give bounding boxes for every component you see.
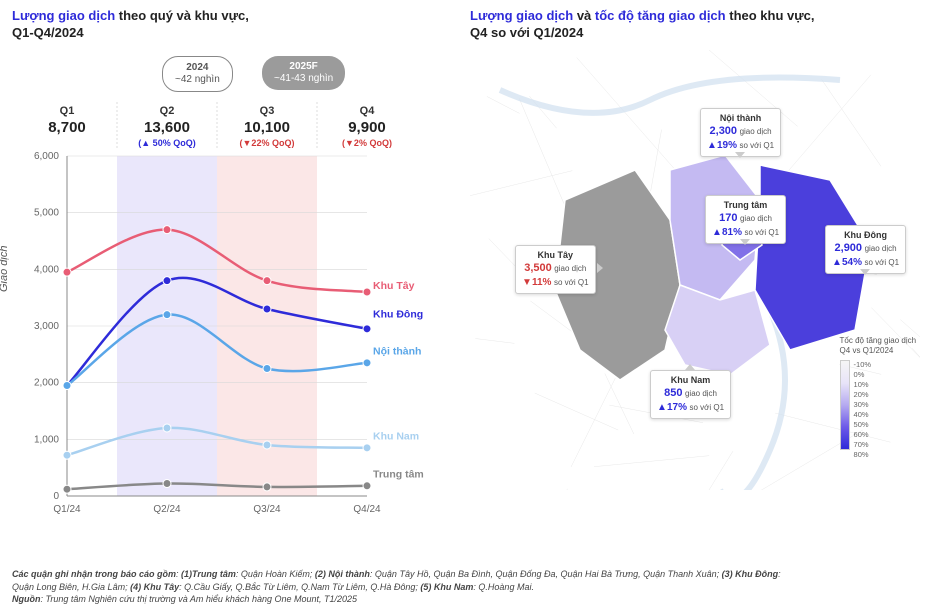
svg-text:6,000: 6,000: [34, 151, 59, 162]
svg-text:Nội thành: Nội thành: [373, 345, 421, 357]
pill-2024: 2024~42 nghìn: [162, 56, 233, 92]
svg-text:2,000: 2,000: [34, 377, 59, 388]
svg-text:Khu Đông: Khu Đông: [373, 308, 423, 320]
svg-text:(▲ 50% QoQ): (▲ 50% QoQ): [138, 138, 195, 148]
svg-text:Q2/24: Q2/24: [153, 504, 181, 515]
right-title: Lượng giao dịch và tốc độ tăng giao dịch…: [470, 8, 928, 42]
legend-gradient: [840, 360, 850, 450]
svg-text:Q1: Q1: [60, 105, 75, 117]
svg-text:Trung tâm: Trung tâm: [373, 468, 424, 480]
callout-khu-nam: Khu Nam850 giao dịch▲17% so với Q1: [650, 370, 731, 419]
svg-text:13,600: 13,600: [144, 119, 190, 136]
svg-text:9,900: 9,900: [348, 119, 386, 136]
svg-text:Q2: Q2: [160, 105, 175, 117]
svg-text:Q4/24: Q4/24: [353, 504, 381, 515]
left-title: Lượng giao dịch theo quý và khu vực, Q1-…: [12, 8, 450, 42]
callout-nội-thành: Nội thành2,300 giao dịch▲19% so với Q1: [700, 108, 781, 157]
svg-text:0: 0: [53, 491, 59, 502]
svg-text:5,000: 5,000: [34, 207, 59, 218]
right-panel: Lượng giao dịch và tốc độ tăng giao dịch…: [470, 8, 928, 536]
footnotes: Các quận ghi nhận trong báo cáo gồm: (1)…: [12, 568, 928, 606]
svg-text:3,000: 3,000: [34, 321, 59, 332]
svg-text:Q4: Q4: [360, 105, 376, 117]
line-chart: Giao dịch 01,0002,0003,0004,0005,0006,00…: [12, 96, 442, 536]
svg-text:4,000: 4,000: [34, 264, 59, 275]
y-axis-label: Giao dịch: [0, 245, 10, 291]
svg-text:10,100: 10,100: [244, 119, 290, 136]
svg-text:Q1/24: Q1/24: [53, 504, 81, 515]
left-panel: Lượng giao dịch theo quý và khu vực, Q1-…: [12, 8, 450, 536]
svg-text:(▼22% QoQ): (▼22% QoQ): [240, 138, 295, 148]
svg-text:1,000: 1,000: [34, 434, 59, 445]
svg-text:Khu Tây: Khu Tây: [373, 280, 415, 292]
map-area: Nội thành2,300 giao dịch▲19% so với Q1 Tr…: [470, 50, 920, 490]
map-legend: Tốc độ tăng giao dịch Q4 vs Q1/2024 -10%…: [840, 336, 917, 450]
svg-text:Khu Nam: Khu Nam: [373, 430, 419, 442]
pill-2025f: 2025F~41-43 nghìn: [262, 56, 345, 90]
legend-title: Tốc độ tăng giao dịch Q4 vs Q1/2024: [840, 336, 917, 357]
svg-text:Q3: Q3: [260, 105, 275, 117]
svg-text:(▼2% QoQ): (▼2% QoQ): [342, 138, 392, 148]
svg-text:Q3/24: Q3/24: [253, 504, 281, 515]
callout-trung-tâm: Trung tâm170 giao dịch▲81% so với Q1: [705, 195, 786, 244]
callout-khu-tây: Khu Tây3,500 giao dịch▼11% so với Q1: [515, 245, 595, 294]
svg-text:8,700: 8,700: [48, 119, 86, 136]
callout-khu-đông: Khu Đông2,900 giao dịch▲54% so với Q1: [825, 225, 906, 274]
region-nam: [665, 285, 770, 375]
